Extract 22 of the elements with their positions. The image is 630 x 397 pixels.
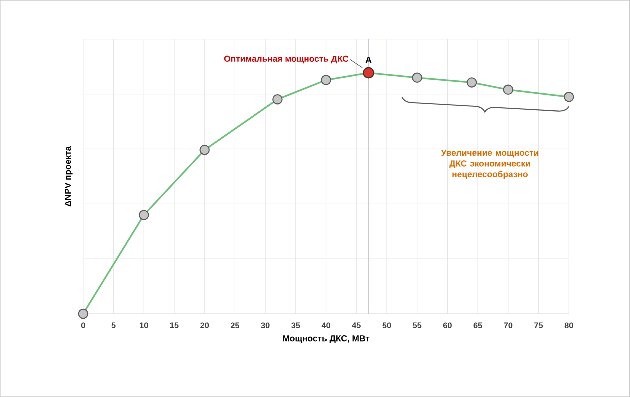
annotation: A <box>366 56 372 64</box>
x-tick-label: 10 <box>140 322 148 328</box>
x-tick-label: 0 <box>81 322 86 328</box>
x-tick-label: 80 <box>564 322 574 328</box>
x-tick-label: 75 <box>534 322 544 328</box>
x-tick-label: 40 <box>322 322 330 328</box>
x-tick-label: 60 <box>443 322 452 328</box>
x-tick-label: 30 <box>261 322 270 328</box>
x-tick-label: 5 <box>112 322 116 328</box>
x-tick-label: 50 <box>382 322 392 328</box>
x-tick-label: 35 <box>292 322 300 328</box>
x-tick-label: 70 <box>504 322 513 328</box>
x-tick-label: 20 <box>200 322 210 328</box>
x-tick-label: 25 <box>230 322 240 328</box>
x-tick-label: 45 <box>352 322 361 328</box>
annotation: Оптимальная мощность ДКС <box>224 56 349 64</box>
x-axis-title: Мощность ДКС, МВт <box>283 335 370 344</box>
x-tick-label: 15 <box>170 322 179 328</box>
annotation: Увеличение мощности ДКС экономически нецелесообразно <box>441 150 539 180</box>
x-tick-label: 65 <box>474 322 482 328</box>
x-tick-label: 55 <box>413 322 422 328</box>
y-axis-title: ΔNPV проекта <box>65 146 73 206</box>
